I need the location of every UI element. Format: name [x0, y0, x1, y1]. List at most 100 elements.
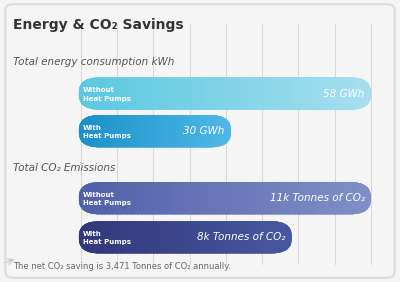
- Bar: [281, 221, 284, 254]
- Bar: [345, 78, 350, 110]
- Bar: [225, 115, 228, 147]
- Bar: [208, 115, 211, 147]
- Bar: [123, 182, 127, 214]
- Bar: [137, 221, 141, 254]
- Bar: [283, 182, 288, 214]
- Bar: [143, 221, 146, 254]
- Bar: [216, 115, 218, 147]
- Text: Heat Pumps: Heat Pumps: [83, 200, 131, 206]
- Bar: [178, 115, 180, 147]
- Bar: [148, 182, 153, 214]
- Bar: [206, 221, 210, 254]
- Bar: [331, 182, 335, 214]
- Bar: [97, 182, 102, 214]
- Bar: [84, 221, 88, 254]
- Bar: [302, 182, 306, 214]
- Bar: [276, 221, 279, 254]
- Bar: [214, 221, 218, 254]
- Bar: [180, 221, 184, 254]
- Bar: [309, 78, 313, 110]
- Bar: [108, 221, 112, 254]
- Bar: [217, 221, 221, 254]
- Bar: [287, 182, 291, 214]
- Bar: [134, 182, 138, 214]
- Bar: [152, 182, 156, 214]
- Bar: [137, 182, 142, 214]
- Bar: [126, 78, 131, 110]
- Bar: [191, 221, 194, 254]
- Bar: [106, 221, 109, 254]
- Bar: [320, 182, 324, 214]
- Bar: [166, 115, 169, 147]
- Bar: [101, 182, 105, 214]
- Bar: [156, 78, 160, 110]
- Bar: [236, 78, 240, 110]
- Bar: [86, 78, 90, 110]
- Bar: [90, 182, 94, 214]
- Bar: [203, 78, 207, 110]
- Bar: [228, 78, 233, 110]
- Bar: [130, 182, 134, 214]
- Bar: [364, 182, 368, 214]
- Bar: [128, 115, 131, 147]
- Bar: [286, 221, 290, 254]
- Bar: [290, 78, 295, 110]
- Bar: [145, 221, 149, 254]
- Bar: [183, 221, 186, 254]
- Bar: [204, 115, 207, 147]
- Bar: [327, 78, 332, 110]
- Bar: [149, 115, 152, 147]
- Bar: [220, 115, 222, 147]
- Bar: [218, 182, 222, 214]
- Bar: [236, 182, 240, 214]
- Bar: [349, 78, 353, 110]
- FancyBboxPatch shape: [79, 78, 371, 110]
- Bar: [232, 78, 236, 110]
- Bar: [86, 182, 90, 214]
- Text: Without: Without: [83, 192, 115, 198]
- Bar: [116, 221, 120, 254]
- Bar: [79, 221, 82, 254]
- Bar: [258, 182, 262, 214]
- Text: Heat Pumps: Heat Pumps: [83, 239, 131, 245]
- Bar: [183, 115, 186, 147]
- Bar: [100, 115, 102, 147]
- Bar: [230, 221, 234, 254]
- Bar: [170, 78, 174, 110]
- Bar: [192, 182, 196, 214]
- Bar: [342, 78, 346, 110]
- Bar: [323, 182, 328, 214]
- Bar: [83, 115, 85, 147]
- Bar: [94, 182, 98, 214]
- Bar: [98, 221, 101, 254]
- Bar: [290, 182, 295, 214]
- Bar: [312, 78, 317, 110]
- Bar: [212, 221, 215, 254]
- Bar: [141, 182, 145, 214]
- Bar: [130, 115, 133, 147]
- Bar: [175, 221, 178, 254]
- Bar: [140, 115, 142, 147]
- Bar: [82, 182, 87, 214]
- Bar: [164, 221, 168, 254]
- Bar: [153, 115, 156, 147]
- Bar: [107, 115, 110, 147]
- Bar: [96, 115, 99, 147]
- Bar: [233, 221, 237, 254]
- Bar: [203, 182, 207, 214]
- Bar: [199, 78, 204, 110]
- Bar: [262, 221, 266, 254]
- Bar: [218, 78, 222, 110]
- Bar: [225, 182, 229, 214]
- Bar: [124, 115, 127, 147]
- Bar: [244, 221, 247, 254]
- Bar: [352, 182, 357, 214]
- Bar: [159, 78, 164, 110]
- Bar: [210, 78, 215, 110]
- Bar: [316, 182, 320, 214]
- Bar: [177, 221, 181, 254]
- Bar: [144, 115, 146, 147]
- Bar: [152, 78, 156, 110]
- Text: Heat Pumps: Heat Pumps: [83, 96, 131, 102]
- Bar: [218, 115, 220, 147]
